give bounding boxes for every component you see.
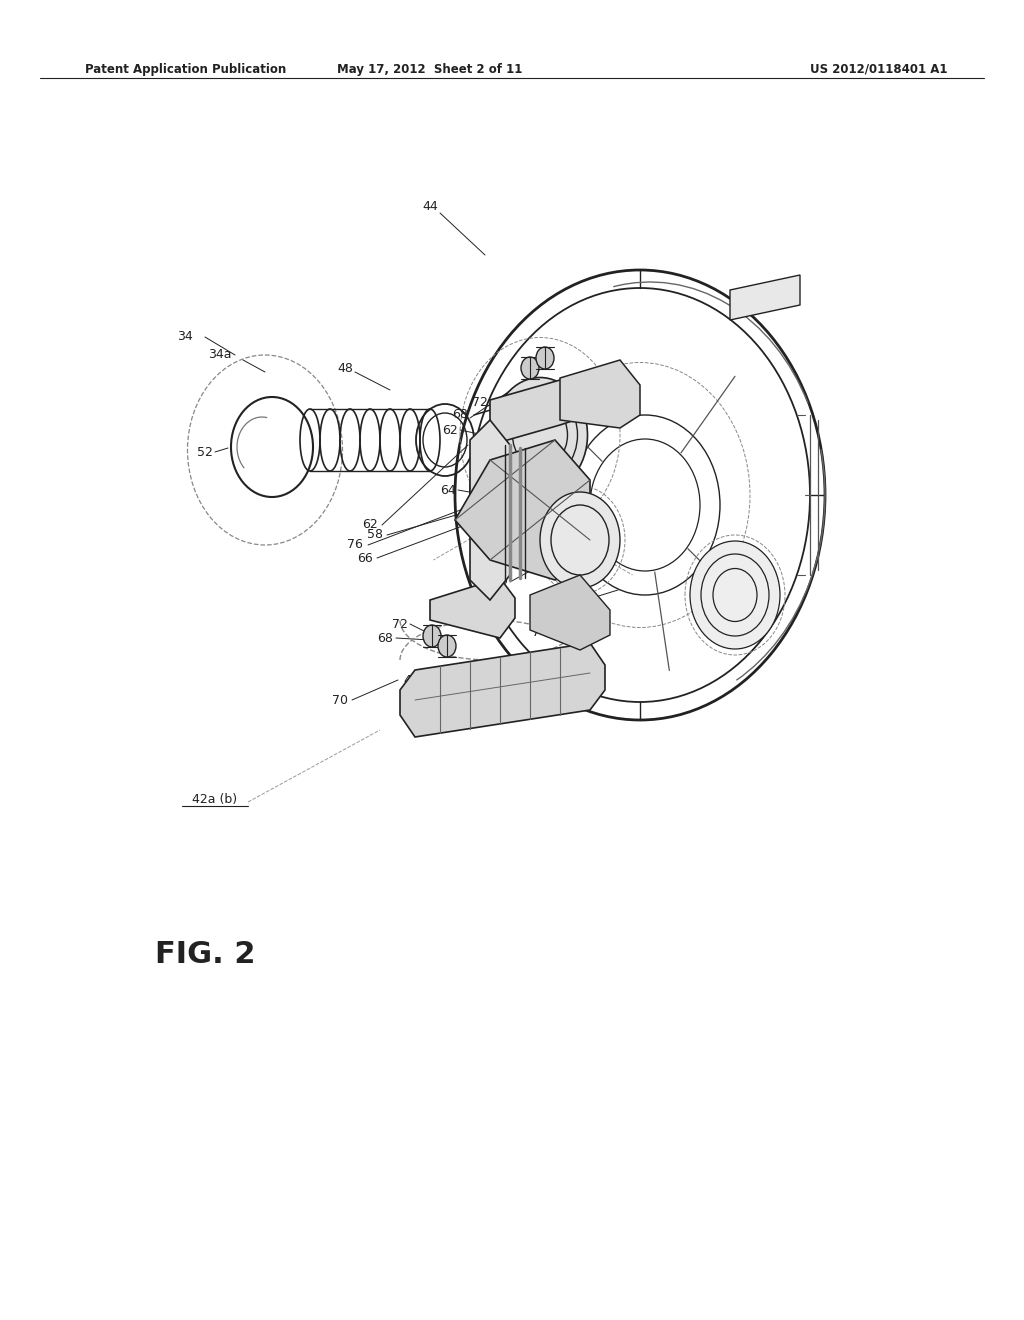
Polygon shape (430, 578, 515, 638)
Ellipse shape (423, 624, 441, 647)
Text: 68: 68 (452, 408, 468, 421)
Ellipse shape (493, 378, 588, 492)
Ellipse shape (690, 541, 780, 649)
Text: 46: 46 (482, 704, 498, 717)
Text: 68: 68 (377, 631, 393, 644)
Text: 50: 50 (577, 591, 593, 605)
Text: 72: 72 (472, 396, 488, 408)
Text: 72: 72 (392, 618, 408, 631)
Text: 66: 66 (357, 552, 373, 565)
Polygon shape (470, 420, 510, 601)
Text: 48: 48 (337, 362, 353, 375)
Text: 34: 34 (177, 330, 193, 343)
Text: 70: 70 (332, 693, 348, 706)
Ellipse shape (536, 347, 554, 370)
Text: FIG. 2: FIG. 2 (155, 940, 256, 969)
Text: 64: 64 (440, 483, 456, 496)
Ellipse shape (438, 635, 456, 657)
Ellipse shape (540, 492, 620, 587)
Ellipse shape (521, 356, 539, 379)
Text: 62: 62 (442, 424, 458, 437)
Text: 56: 56 (493, 573, 508, 586)
Text: 58: 58 (367, 528, 383, 541)
Polygon shape (730, 275, 800, 319)
Text: US 2012/0118401 A1: US 2012/0118401 A1 (810, 63, 947, 77)
Text: 46a: 46a (403, 673, 427, 686)
Polygon shape (560, 360, 640, 428)
Polygon shape (455, 440, 590, 579)
Text: 34a: 34a (208, 348, 231, 362)
Text: 42a (b): 42a (b) (193, 793, 238, 807)
Polygon shape (400, 643, 605, 737)
Text: 74: 74 (532, 626, 548, 639)
Text: 52: 52 (197, 446, 213, 458)
Text: Patent Application Publication: Patent Application Publication (85, 63, 287, 77)
Text: 62: 62 (362, 519, 378, 532)
Text: 60: 60 (537, 418, 553, 432)
Text: 76: 76 (347, 539, 362, 552)
Polygon shape (530, 576, 610, 649)
Text: May 17, 2012  Sheet 2 of 11: May 17, 2012 Sheet 2 of 11 (337, 63, 522, 77)
Text: 44: 44 (422, 201, 438, 214)
Polygon shape (490, 380, 575, 445)
